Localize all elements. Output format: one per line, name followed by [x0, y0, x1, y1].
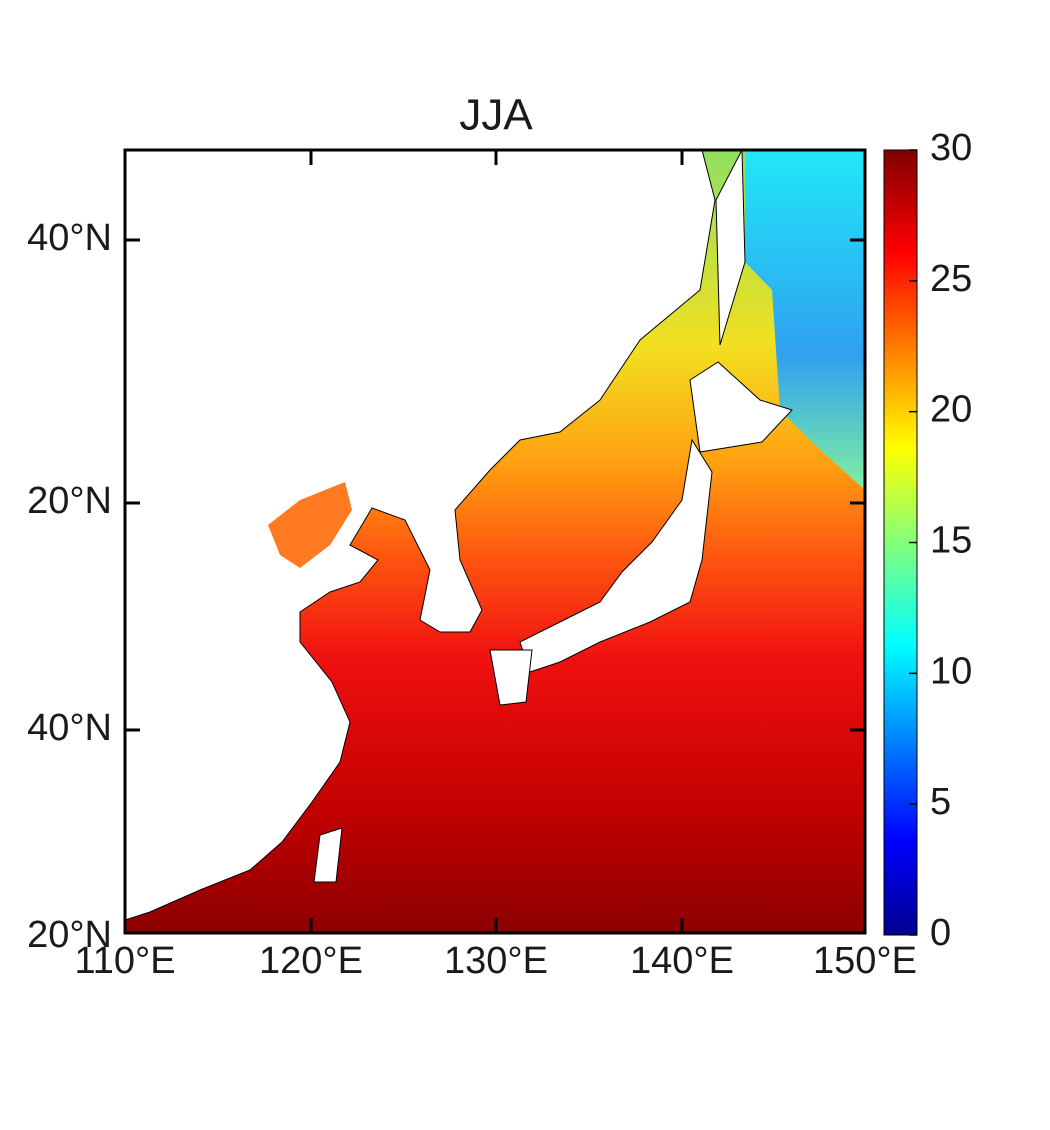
colorbar-tick-label: 10: [930, 650, 972, 692]
x-tick-label: 150°E: [813, 940, 917, 982]
y-tick-label: 40°N: [27, 217, 112, 259]
colorbar-tick-label: 30: [930, 127, 972, 169]
y-tick-label: 20°N: [27, 480, 112, 522]
colorbar-tick-label: 20: [930, 389, 972, 431]
title: JJA: [459, 91, 533, 140]
x-tick-label: 130°E: [444, 940, 548, 982]
bohai-sea: [268, 482, 352, 568]
kyushu: [489, 649, 533, 706]
x-tick-label: 120°E: [259, 940, 363, 982]
colorbar-tick-label: 5: [930, 781, 951, 823]
honshu: [519, 438, 713, 673]
sakhalin: [715, 148, 746, 346]
map: [123, 148, 867, 935]
colorbar-tick-label: 25: [930, 258, 972, 300]
colorbar-tick-label: 15: [930, 520, 972, 562]
x-tick-label: 110°E: [74, 940, 175, 982]
y-tick-label: 40°N: [27, 707, 112, 749]
y-tick-label: 20°N: [27, 914, 112, 956]
mainland: [124, 149, 716, 921]
taiwan: [313, 827, 343, 883]
x-tick-label: 140°E: [630, 940, 734, 982]
cold-sea: [745, 150, 865, 490]
colorbar-tick-label: 0: [930, 912, 951, 954]
